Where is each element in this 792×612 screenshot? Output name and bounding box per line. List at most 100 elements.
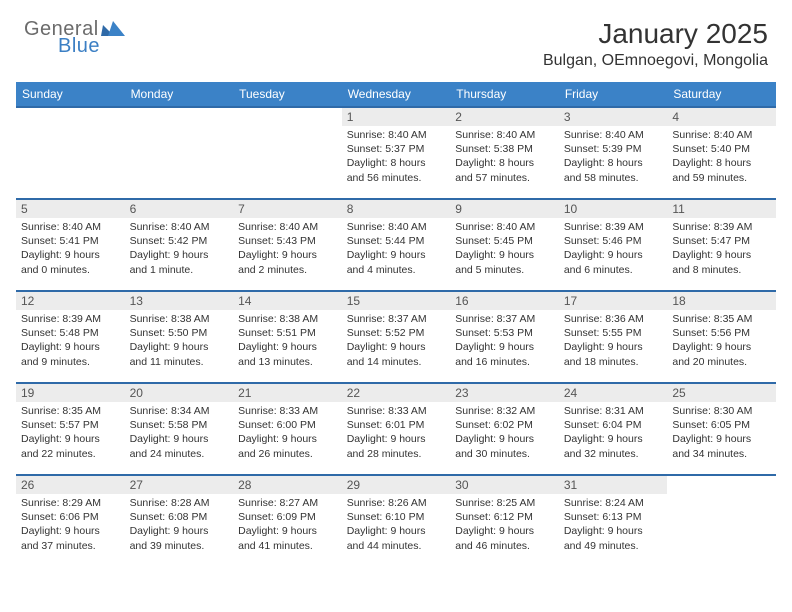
day-info: Sunrise: 8:36 AMSunset: 5:55 PMDaylight:… [559, 310, 668, 373]
calendar-day-cell: 1Sunrise: 8:40 AMSunset: 5:37 PMDaylight… [342, 107, 451, 199]
day-info: Sunrise: 8:39 AMSunset: 5:48 PMDaylight:… [16, 310, 125, 373]
page-header: GeneralBlue January 2025 Bulgan, OEmnoeg… [0, 0, 792, 78]
calendar-day-cell: 6Sunrise: 8:40 AMSunset: 5:42 PMDaylight… [125, 199, 234, 291]
calendar-week-row: 19Sunrise: 8:35 AMSunset: 5:57 PMDayligh… [16, 383, 776, 475]
day-number: 26 [16, 476, 125, 494]
calendar-day-cell: 17Sunrise: 8:36 AMSunset: 5:55 PMDayligh… [559, 291, 668, 383]
calendar-week-row: 5Sunrise: 8:40 AMSunset: 5:41 PMDaylight… [16, 199, 776, 291]
day-number: 2 [450, 108, 559, 126]
calendar-day-cell [16, 107, 125, 199]
day-number: 24 [559, 384, 668, 402]
weekday-header: Friday [559, 82, 668, 107]
calendar-day-cell: 29Sunrise: 8:26 AMSunset: 6:10 PMDayligh… [342, 475, 451, 567]
calendar-day-cell: 4Sunrise: 8:40 AMSunset: 5:40 PMDaylight… [667, 107, 776, 199]
day-number: 21 [233, 384, 342, 402]
day-number: 23 [450, 384, 559, 402]
day-info: Sunrise: 8:35 AMSunset: 5:56 PMDaylight:… [667, 310, 776, 373]
day-number: 16 [450, 292, 559, 310]
day-info: Sunrise: 8:40 AMSunset: 5:41 PMDaylight:… [16, 218, 125, 281]
day-number: 31 [559, 476, 668, 494]
calendar-day-cell: 8Sunrise: 8:40 AMSunset: 5:44 PMDaylight… [342, 199, 451, 291]
brand-logo: GeneralBlue [24, 18, 125, 58]
day-info: Sunrise: 8:40 AMSunset: 5:37 PMDaylight:… [342, 126, 451, 189]
brand-text-blue: Blue [58, 35, 100, 58]
day-number: 3 [559, 108, 668, 126]
calendar-header-row: SundayMondayTuesdayWednesdayThursdayFrid… [16, 82, 776, 107]
day-info: Sunrise: 8:31 AMSunset: 6:04 PMDaylight:… [559, 402, 668, 465]
day-number: 20 [125, 384, 234, 402]
calendar-day-cell: 26Sunrise: 8:29 AMSunset: 6:06 PMDayligh… [16, 475, 125, 567]
day-info: Sunrise: 8:40 AMSunset: 5:40 PMDaylight:… [667, 126, 776, 189]
day-number: 4 [667, 108, 776, 126]
day-number: 15 [342, 292, 451, 310]
day-info: Sunrise: 8:40 AMSunset: 5:39 PMDaylight:… [559, 126, 668, 189]
day-info: Sunrise: 8:38 AMSunset: 5:51 PMDaylight:… [233, 310, 342, 373]
location-subtitle: Bulgan, OEmnoegovi, Mongolia [543, 52, 768, 70]
day-number: 30 [450, 476, 559, 494]
weekday-header: Thursday [450, 82, 559, 107]
calendar-day-cell: 31Sunrise: 8:24 AMSunset: 6:13 PMDayligh… [559, 475, 668, 567]
day-number: 11 [667, 200, 776, 218]
calendar-day-cell: 10Sunrise: 8:39 AMSunset: 5:46 PMDayligh… [559, 199, 668, 291]
day-number: 13 [125, 292, 234, 310]
calendar-day-cell: 3Sunrise: 8:40 AMSunset: 5:39 PMDaylight… [559, 107, 668, 199]
calendar-day-cell [667, 475, 776, 567]
brand-mark-icon [101, 20, 125, 41]
day-info: Sunrise: 8:24 AMSunset: 6:13 PMDaylight:… [559, 494, 668, 557]
calendar-day-cell: 24Sunrise: 8:31 AMSunset: 6:04 PMDayligh… [559, 383, 668, 475]
day-info: Sunrise: 8:40 AMSunset: 5:45 PMDaylight:… [450, 218, 559, 281]
calendar-day-cell: 27Sunrise: 8:28 AMSunset: 6:08 PMDayligh… [125, 475, 234, 567]
day-number: 17 [559, 292, 668, 310]
calendar-day-cell: 15Sunrise: 8:37 AMSunset: 5:52 PMDayligh… [342, 291, 451, 383]
calendar-day-cell: 25Sunrise: 8:30 AMSunset: 6:05 PMDayligh… [667, 383, 776, 475]
day-info: Sunrise: 8:33 AMSunset: 6:00 PMDaylight:… [233, 402, 342, 465]
day-info: Sunrise: 8:32 AMSunset: 6:02 PMDaylight:… [450, 402, 559, 465]
calendar-day-cell: 21Sunrise: 8:33 AMSunset: 6:00 PMDayligh… [233, 383, 342, 475]
day-info: Sunrise: 8:38 AMSunset: 5:50 PMDaylight:… [125, 310, 234, 373]
weekday-header: Monday [125, 82, 234, 107]
calendar-body: 1Sunrise: 8:40 AMSunset: 5:37 PMDaylight… [16, 107, 776, 567]
day-info: Sunrise: 8:25 AMSunset: 6:12 PMDaylight:… [450, 494, 559, 557]
calendar-day-cell: 13Sunrise: 8:38 AMSunset: 5:50 PMDayligh… [125, 291, 234, 383]
calendar-week-row: 12Sunrise: 8:39 AMSunset: 5:48 PMDayligh… [16, 291, 776, 383]
day-info: Sunrise: 8:34 AMSunset: 5:58 PMDaylight:… [125, 402, 234, 465]
day-number: 19 [16, 384, 125, 402]
day-number: 12 [16, 292, 125, 310]
calendar-day-cell: 5Sunrise: 8:40 AMSunset: 5:41 PMDaylight… [16, 199, 125, 291]
day-number: 1 [342, 108, 451, 126]
day-info: Sunrise: 8:33 AMSunset: 6:01 PMDaylight:… [342, 402, 451, 465]
calendar-day-cell: 9Sunrise: 8:40 AMSunset: 5:45 PMDaylight… [450, 199, 559, 291]
weekday-header: Sunday [16, 82, 125, 107]
calendar-day-cell: 23Sunrise: 8:32 AMSunset: 6:02 PMDayligh… [450, 383, 559, 475]
calendar-week-row: 1Sunrise: 8:40 AMSunset: 5:37 PMDaylight… [16, 107, 776, 199]
day-number: 29 [342, 476, 451, 494]
day-info: Sunrise: 8:40 AMSunset: 5:38 PMDaylight:… [450, 126, 559, 189]
weekday-header: Tuesday [233, 82, 342, 107]
title-block: January 2025 Bulgan, OEmnoegovi, Mongoli… [543, 18, 768, 70]
day-number: 28 [233, 476, 342, 494]
day-number: 8 [342, 200, 451, 218]
calendar-week-row: 26Sunrise: 8:29 AMSunset: 6:06 PMDayligh… [16, 475, 776, 567]
day-number: 5 [16, 200, 125, 218]
calendar-day-cell: 11Sunrise: 8:39 AMSunset: 5:47 PMDayligh… [667, 199, 776, 291]
day-info: Sunrise: 8:37 AMSunset: 5:53 PMDaylight:… [450, 310, 559, 373]
day-number: 27 [125, 476, 234, 494]
month-title: January 2025 [543, 18, 768, 50]
calendar-day-cell [233, 107, 342, 199]
calendar-day-cell [125, 107, 234, 199]
calendar-day-cell: 7Sunrise: 8:40 AMSunset: 5:43 PMDaylight… [233, 199, 342, 291]
day-number: 25 [667, 384, 776, 402]
day-info: Sunrise: 8:27 AMSunset: 6:09 PMDaylight:… [233, 494, 342, 557]
day-number: 7 [233, 200, 342, 218]
day-number: 9 [450, 200, 559, 218]
calendar-day-cell: 16Sunrise: 8:37 AMSunset: 5:53 PMDayligh… [450, 291, 559, 383]
calendar-day-cell: 20Sunrise: 8:34 AMSunset: 5:58 PMDayligh… [125, 383, 234, 475]
calendar-day-cell: 28Sunrise: 8:27 AMSunset: 6:09 PMDayligh… [233, 475, 342, 567]
weekday-header: Saturday [667, 82, 776, 107]
day-info: Sunrise: 8:40 AMSunset: 5:42 PMDaylight:… [125, 218, 234, 281]
day-info: Sunrise: 8:39 AMSunset: 5:46 PMDaylight:… [559, 218, 668, 281]
calendar-table: SundayMondayTuesdayWednesdayThursdayFrid… [16, 82, 776, 567]
calendar-day-cell: 18Sunrise: 8:35 AMSunset: 5:56 PMDayligh… [667, 291, 776, 383]
day-info: Sunrise: 8:30 AMSunset: 6:05 PMDaylight:… [667, 402, 776, 465]
calendar-day-cell: 2Sunrise: 8:40 AMSunset: 5:38 PMDaylight… [450, 107, 559, 199]
